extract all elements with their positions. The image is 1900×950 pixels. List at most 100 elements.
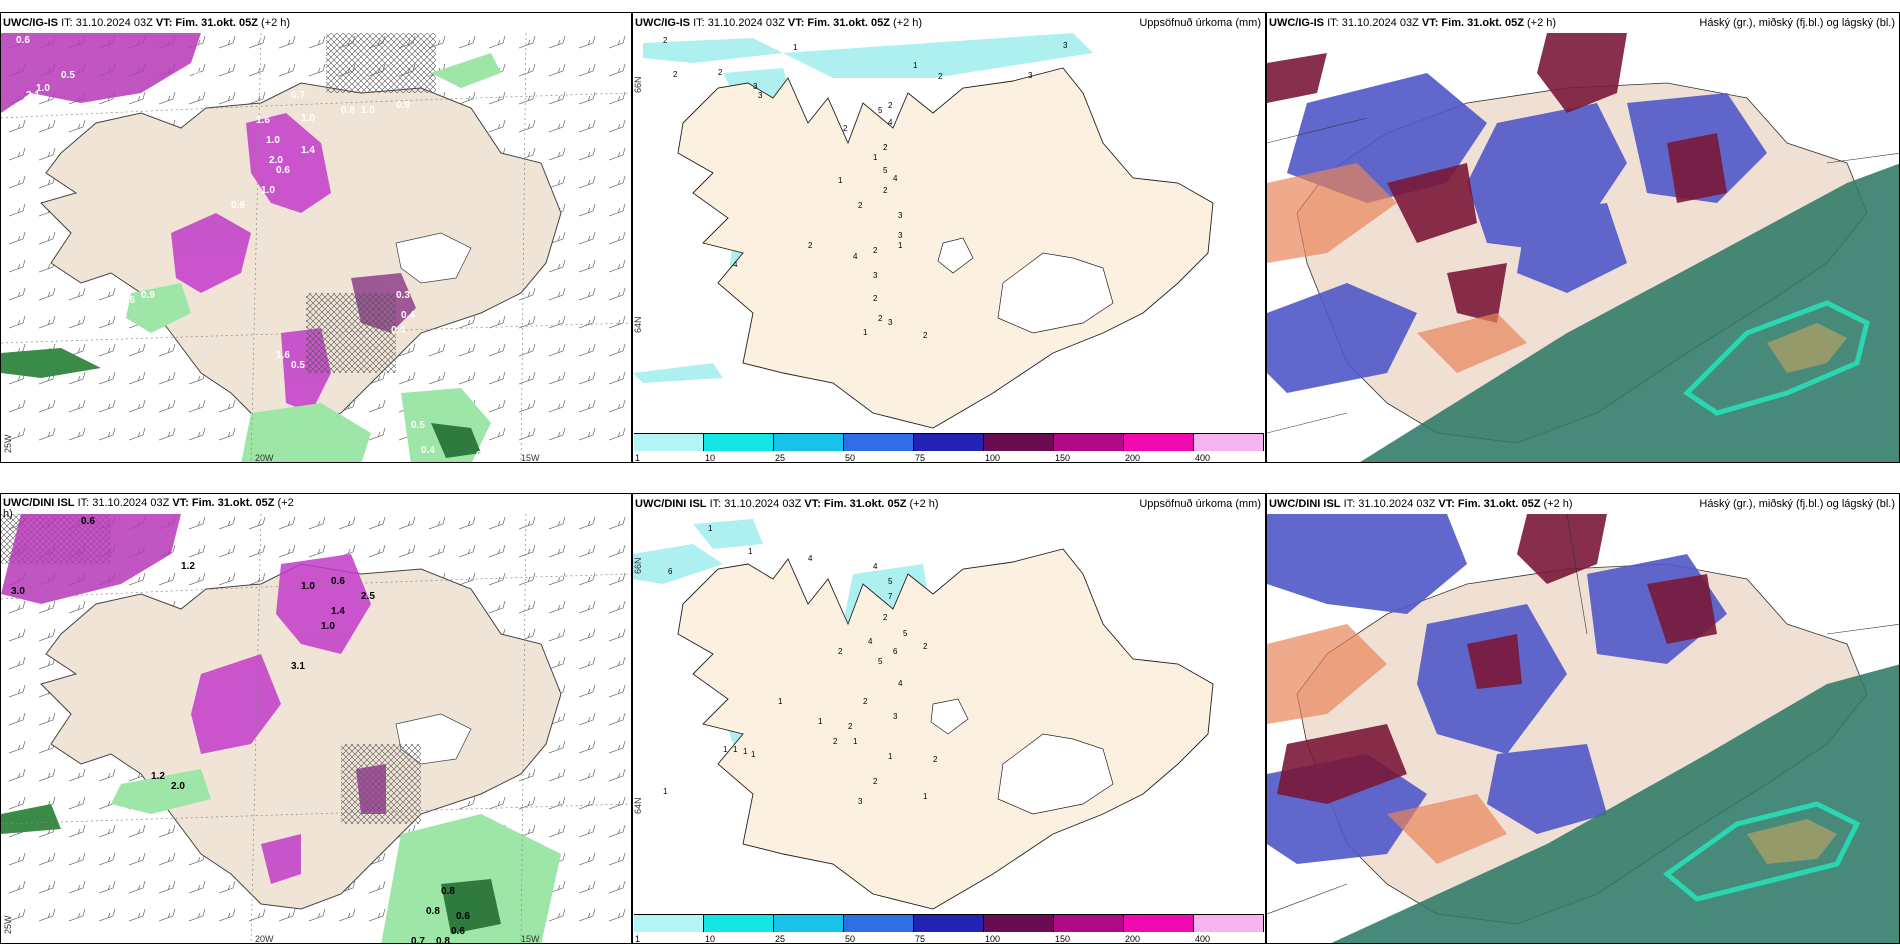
value-label: 2 xyxy=(873,246,878,255)
wind-barb xyxy=(578,427,596,441)
wind-barb xyxy=(38,908,56,922)
lat-lon-grid xyxy=(1,33,631,462)
value-label: 4 xyxy=(873,562,878,571)
precip-color-legend: 1 10 25 50 75 100 150 200 400 xyxy=(634,433,1264,463)
wind-barb xyxy=(608,628,626,642)
wind-barb xyxy=(458,572,476,586)
low-cloud-orange xyxy=(1267,624,1507,864)
wind-barb xyxy=(608,203,626,217)
panel-title: Uppsöfnuð úrkoma (mm) xyxy=(1139,17,1261,29)
value-label: 1.6 xyxy=(276,350,290,361)
wind-barb xyxy=(518,35,536,49)
wind-barb xyxy=(308,35,326,49)
wind-barb xyxy=(608,91,626,105)
value-label: 0.6 xyxy=(456,911,470,922)
value-label: 0.6 xyxy=(16,35,30,46)
wind-barb xyxy=(488,427,506,441)
value-label: 2 xyxy=(673,70,678,79)
precip-areas xyxy=(1,514,386,884)
wind-barb xyxy=(608,768,626,782)
wind-barb xyxy=(548,231,566,245)
value-label: 5 xyxy=(878,657,883,666)
wind-barb xyxy=(158,824,176,838)
wind-barb xyxy=(188,544,206,558)
wind-barb xyxy=(8,119,26,133)
wind-barb xyxy=(98,287,116,301)
value-label: 4 xyxy=(733,260,738,269)
wind-barb xyxy=(578,371,596,385)
wind-barb xyxy=(578,516,596,530)
wind-barb xyxy=(68,287,86,301)
value-label: 4 xyxy=(808,554,813,563)
wind-barb xyxy=(578,231,596,245)
wind-barb xyxy=(608,684,626,698)
value-label: 1 xyxy=(838,176,843,185)
wind-barb xyxy=(608,343,626,357)
wind-barb xyxy=(578,399,596,413)
wind-barb xyxy=(158,371,176,385)
wind-barb xyxy=(488,315,506,329)
cloud-cover-map[interactable] xyxy=(1267,33,1900,463)
wind-barb xyxy=(608,572,626,586)
wind-barb xyxy=(8,175,26,189)
wind-barb xyxy=(308,544,326,558)
value-label: 4 xyxy=(868,637,873,646)
hatched-snow xyxy=(306,293,396,373)
wind-barb xyxy=(128,572,146,586)
wind-barb xyxy=(8,712,26,726)
legend-swatch: 100 xyxy=(984,914,1054,943)
wind-barb xyxy=(98,427,116,441)
wind-barb xyxy=(458,516,476,530)
wind-barb xyxy=(428,371,446,385)
legend-swatch: 10 xyxy=(704,914,774,943)
value-label: 2 xyxy=(883,613,888,622)
wind-barb xyxy=(518,768,536,782)
wind-barb xyxy=(398,371,416,385)
wind-barb xyxy=(608,852,626,866)
wind-barb xyxy=(458,91,476,105)
wind-barb xyxy=(218,880,236,894)
wind-barb xyxy=(608,427,626,441)
wind-barb xyxy=(98,824,116,838)
wind-barb xyxy=(578,259,596,273)
wind-barb xyxy=(8,908,26,922)
wind-barb xyxy=(578,119,596,133)
value-label: 4 xyxy=(893,174,898,183)
wind-barb xyxy=(578,712,596,726)
value-label: 1 xyxy=(723,745,728,754)
wind-barb xyxy=(38,231,56,245)
wind-barb xyxy=(458,796,476,810)
panel-title: Háský (gr.), miðský (fj.bl.) og lágský (… xyxy=(1699,17,1895,29)
value-label: 2 xyxy=(718,68,723,77)
latitude-label: 66N xyxy=(633,76,643,93)
wind-barb xyxy=(548,572,566,586)
value-label: 2.0 xyxy=(269,155,283,166)
wind-barb xyxy=(488,371,506,385)
cloud-cover-map[interactable] xyxy=(1267,514,1900,944)
value-label: 5 xyxy=(888,577,893,586)
hatched-snow xyxy=(326,33,436,93)
legend-label: 25 xyxy=(775,453,786,463)
wind-barb xyxy=(278,35,296,49)
wind-barb xyxy=(578,315,596,329)
wind-barb xyxy=(518,796,536,810)
wind-barb xyxy=(338,516,356,530)
glacier xyxy=(937,237,974,274)
legend-label: 200 xyxy=(1125,453,1141,463)
value-label: 2 xyxy=(838,647,843,656)
wind-barb xyxy=(8,656,26,670)
precip-areas xyxy=(1,33,416,413)
wind-precip-map[interactable]: 0.63.01.22.51.41.01.00.63.11.22.00.80.8 0… xyxy=(1,514,632,944)
value-label: 2 xyxy=(883,186,888,195)
legend-swatch: 1 xyxy=(634,433,704,462)
value-label: 2 xyxy=(663,36,668,45)
wind-barb xyxy=(518,399,536,413)
wind-barb xyxy=(608,880,626,894)
wind-barb xyxy=(608,371,626,385)
value-label: 1 xyxy=(663,787,668,796)
wind-precip-map[interactable]: 0.61.00.52.11.00.70.8 1.0 0.91.6 1.01.02.01… xyxy=(1,33,632,463)
wind-barb xyxy=(518,315,536,329)
